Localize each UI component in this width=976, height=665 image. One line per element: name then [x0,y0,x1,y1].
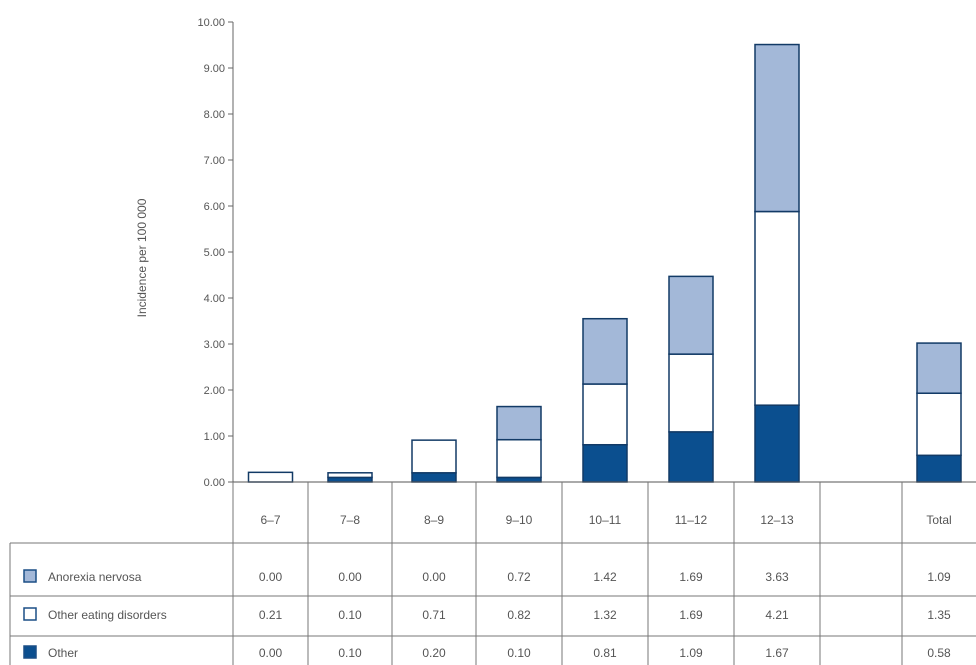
bar-segment [496,438,542,479]
y-tick-label: 0.00 [204,477,225,489]
data-label: 3.63 [765,570,789,584]
data-label: 1.09 [927,570,951,584]
bar-segment [496,405,542,441]
bar-segment [754,43,800,213]
data-label: 1.69 [679,608,703,622]
x-tick-label: 8–9 [424,513,444,527]
y-tick-label: 4.00 [204,293,225,305]
x-tick-label: 12–13 [760,513,794,527]
y-tick-label: 3.00 [204,339,225,351]
x-tick-label: 6–7 [260,513,280,527]
y-axis-label: Incidence per 100 000 [135,198,149,317]
bar-segment [247,471,294,483]
legend-swatch [23,569,37,583]
legend-label: Anorexia nervosa [48,570,142,584]
bar-segment [411,439,457,474]
data-label: 1.69 [679,570,703,584]
data-label: 0.72 [507,570,531,584]
bar-segment [582,383,628,446]
y-axis: 0.00 1.00 2.00 3.00 4.00 5.00 6.00 7.00 8.00 9.00… [197,17,234,489]
data-label: 0.10 [338,646,362,660]
data-label: 0.71 [422,608,446,622]
data-label: 0.10 [338,608,362,622]
y-tick-label: 7.00 [204,155,225,167]
bar-segment [411,472,457,483]
x-tick-label: 9–10 [506,513,533,527]
data-table: 6–7 7–8 8–9 9–10 10–11 11–12 12–13 Total Anorexi… [9,482,976,665]
bar-segment [582,443,628,483]
bar-segment [754,210,800,406]
y-tick-label: 2.00 [204,385,225,397]
x-tick-label: Total [926,513,951,527]
data-label: 1.09 [679,646,703,660]
bars [233,43,976,483]
y-tick-label: 9.00 [204,63,225,75]
legend-swatch [23,645,37,659]
data-label: 0.00 [338,570,362,584]
bar-segment [327,472,373,479]
y-tick-label: 8.00 [204,109,225,121]
bar-segment [582,317,628,385]
data-label: 0.00 [259,646,283,660]
x-tick-label: 11–12 [675,513,708,527]
data-label: 0.81 [593,646,617,660]
data-label: 0.10 [507,646,531,660]
data-label: 1.42 [593,570,617,584]
data-label: 1.67 [765,646,789,660]
x-tick-label: 7–8 [340,513,360,527]
x-tick-label: 10–11 [589,513,622,527]
bar-segment [668,275,714,355]
data-label: 0.00 [422,570,446,584]
bar-segment [668,431,714,483]
y-tick-label: 6.00 [204,201,225,213]
bar-segment [916,342,962,394]
y-tick-label: 5.00 [204,247,225,259]
legend-label: Other [48,646,78,660]
data-label: 0.20 [422,646,446,660]
data-label: 4.21 [765,608,789,622]
data-label: 0.82 [507,608,531,622]
data-label: 0.58 [927,646,951,660]
legend-swatch [23,607,37,621]
data-label: 1.32 [593,608,617,622]
bar-segment [916,392,962,457]
data-label: 0.00 [259,570,283,584]
bar-segment [916,454,962,483]
bar-segment [668,353,714,433]
y-tick-label: 10.00 [197,17,225,29]
y-tick-label: 1.00 [204,431,225,443]
data-label: 0.21 [259,608,283,622]
legend-label: Other eating disorders [48,608,167,622]
bar-segment [754,404,800,483]
data-label: 1.35 [927,608,951,622]
